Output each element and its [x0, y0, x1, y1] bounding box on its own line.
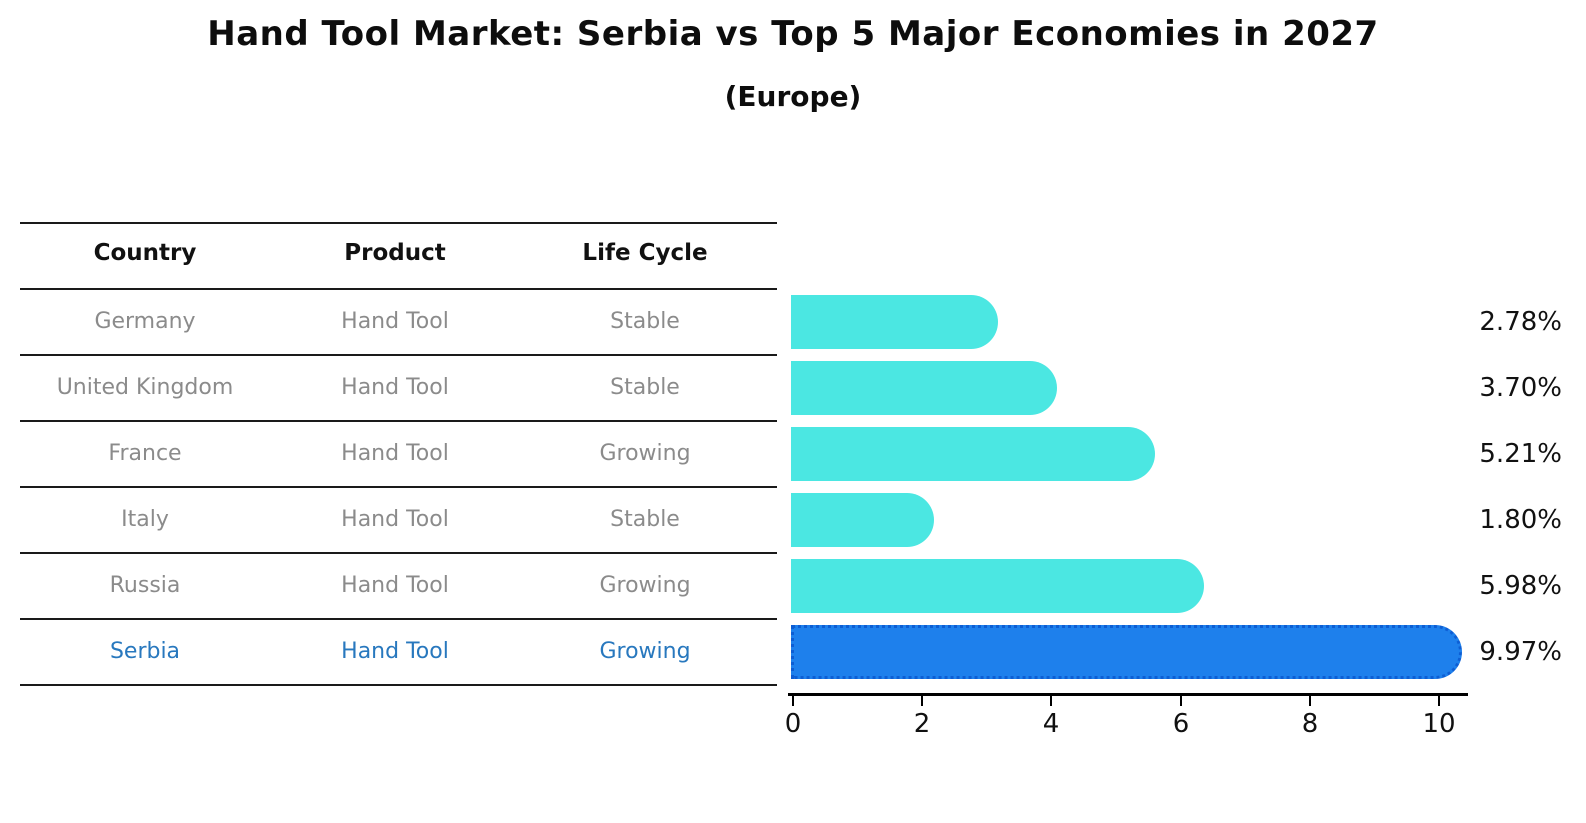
row-divider [20, 552, 777, 554]
table-cell-life-cycle: Stable [610, 375, 680, 400]
table-cell-product: Hand Tool [341, 309, 449, 334]
table-cell-life-cycle: Growing [599, 441, 691, 466]
x-axis-tick-label: 8 [1301, 709, 1319, 739]
row-divider [20, 354, 777, 356]
value-label-italy: 1.80% [1479, 505, 1562, 535]
value-label-russia: 5.98% [1479, 571, 1562, 601]
table-header-divider [20, 288, 777, 290]
row-divider [20, 486, 777, 488]
value-label-germany: 2.78% [1479, 307, 1562, 337]
column-header-life-cycle: Life Cycle [582, 240, 708, 266]
x-axis-tick [1438, 696, 1440, 706]
table-cell-country: United Kingdom [56, 375, 234, 400]
page-subtitle: (Europe) [724, 80, 862, 113]
x-axis-tick-label: 4 [1042, 709, 1060, 739]
bar-germany [791, 295, 998, 349]
table-cell-country: Germany [94, 309, 196, 334]
x-axis-tick-label: 6 [1172, 709, 1190, 739]
x-axis-tick-label: 0 [784, 709, 802, 739]
x-axis-tick-label: 2 [913, 709, 931, 739]
table-cell-life-cycle: Growing [599, 639, 691, 664]
bar-france [791, 427, 1155, 481]
x-axis-tick [921, 696, 923, 706]
table-cell-country: Serbia [109, 639, 181, 664]
value-label-serbia: 9.97% [1479, 637, 1562, 667]
value-label-united-kingdom: 3.70% [1479, 373, 1562, 403]
table-border-top [20, 222, 777, 224]
x-axis-tick [1180, 696, 1182, 706]
table-cell-product: Hand Tool [341, 441, 449, 466]
table-cell-product: Hand Tool [341, 375, 449, 400]
x-axis-line [788, 693, 1468, 696]
table-cell-country: Italy [121, 507, 169, 532]
table-cell-country: Russia [109, 573, 181, 598]
table-cell-product: Hand Tool [341, 639, 449, 664]
table-cell-product: Hand Tool [341, 507, 449, 532]
table-cell-life-cycle: Growing [599, 573, 691, 598]
row-divider [20, 618, 777, 620]
bar-serbia-highlighted [791, 625, 1463, 679]
table-cell-product: Hand Tool [341, 573, 449, 598]
bar-russia [791, 559, 1205, 613]
x-axis-tick [792, 696, 794, 706]
table-cell-country: France [108, 441, 182, 466]
x-axis-tick [1050, 696, 1052, 706]
table-border-bottom [20, 684, 777, 686]
bar-united-kingdom [791, 361, 1057, 415]
table-cell-life-cycle: Stable [610, 309, 680, 334]
row-divider [20, 420, 777, 422]
column-header-country: Country [93, 240, 197, 266]
page-title: Hand Tool Market: Serbia vs Top 5 Major … [207, 14, 1379, 54]
value-label-france: 5.21% [1479, 439, 1562, 469]
x-axis-tick-label: 10 [1422, 709, 1456, 739]
table-cell-life-cycle: Stable [610, 507, 680, 532]
x-axis-tick [1309, 696, 1311, 706]
bar-italy [791, 493, 935, 547]
column-header-product: Product [344, 240, 446, 266]
